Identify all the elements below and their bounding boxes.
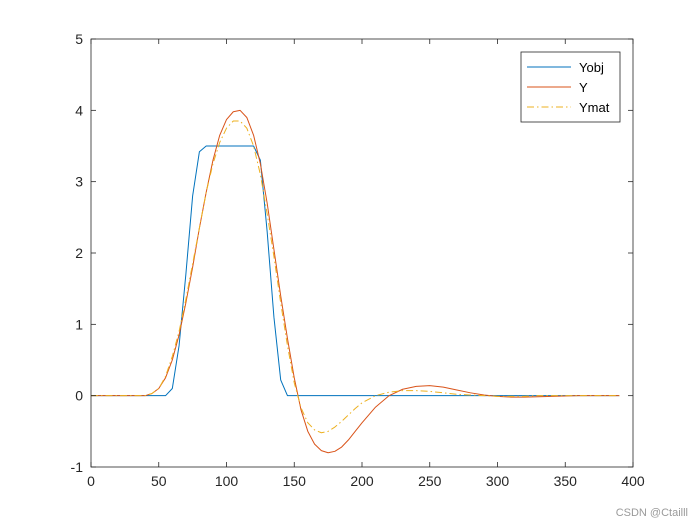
y-tick-label: 1	[75, 316, 83, 332]
watermark-text: CSDN @Ctailll	[615, 507, 688, 519]
x-tick-label: 350	[554, 473, 578, 489]
x-tick-label: 50	[151, 473, 167, 489]
x-tick-label: 0	[87, 473, 95, 489]
legend-label-y: Y	[579, 80, 588, 95]
series-line-ymat	[91, 120, 620, 434]
y-tick-label: 5	[75, 31, 83, 47]
legend-label-yobj: Yobj	[579, 60, 604, 75]
x-tick-label: 200	[350, 473, 374, 489]
y-tick-label: -1	[71, 459, 84, 475]
legend: Yobj Y Ymat	[520, 51, 621, 123]
x-tick-label: 150	[283, 473, 307, 489]
x-tick-label: 250	[418, 473, 442, 489]
x-tick-label: 400	[621, 473, 645, 489]
y-tick-label: 0	[75, 388, 83, 404]
series-layer	[91, 109, 620, 454]
x-tick-label: 100	[215, 473, 239, 489]
x-tick-label: 300	[486, 473, 510, 489]
y-tick-label: 3	[75, 174, 83, 190]
series-line-yobj	[91, 145, 620, 397]
y-tick-label: 2	[75, 245, 83, 261]
y-tick-label: 4	[75, 102, 83, 118]
legend-label-ymat: Ymat	[579, 100, 610, 115]
